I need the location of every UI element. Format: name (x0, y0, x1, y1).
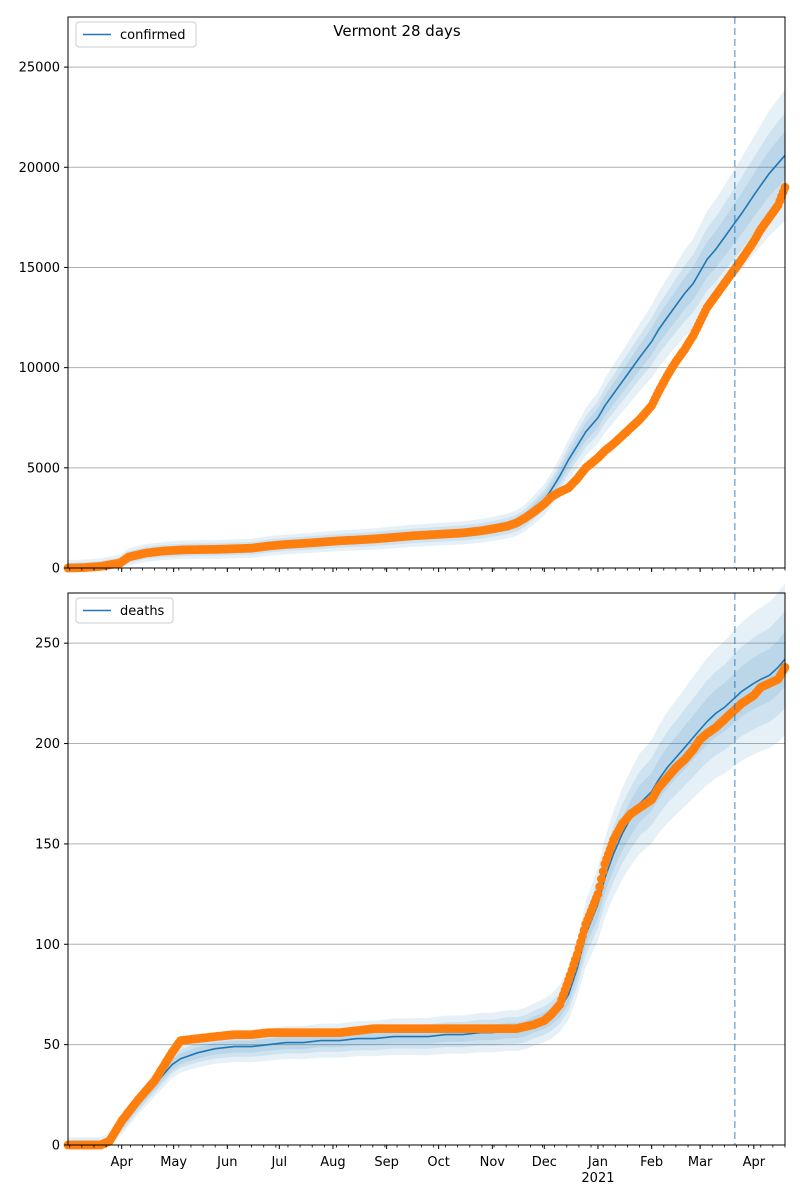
x-tick-label: Nov (480, 1155, 506, 1170)
y-tick-label: 25000 (19, 61, 60, 76)
y-tick-label: 10000 (19, 361, 60, 376)
x-tick-label: Jun (216, 1155, 237, 1170)
observed-series (63, 182, 790, 573)
plot-frame (67, 592, 786, 1146)
legend-label: confirmed (120, 28, 186, 43)
observed-point (593, 889, 603, 899)
observed-point (598, 867, 608, 876)
x-tick-label: Apr (110, 1155, 133, 1170)
uncertainty-band (68, 89, 785, 568)
y-tick-label: 150 (35, 837, 60, 852)
observed-series (63, 662, 790, 1150)
y-tick-label: 200 (35, 737, 60, 752)
x-tick-label: Oct (427, 1155, 449, 1170)
legend-box (75, 597, 174, 624)
y-tick-label: 15000 (19, 261, 60, 276)
y-tick-label: 50 (43, 1038, 60, 1053)
x-tick-label: Aug (320, 1155, 345, 1170)
uncertainty-band (68, 610, 785, 1145)
y-tick-label: 5000 (27, 461, 60, 476)
y-tick-label: 250 (35, 637, 60, 652)
chart-title: Vermont 28 days (333, 22, 461, 40)
plot-frame (67, 16, 786, 569)
x-year-label: 2021 (581, 1171, 614, 1186)
observed-point (595, 882, 605, 891)
legend: deaths (75, 597, 174, 624)
x-tick-label: Apr (743, 1155, 766, 1170)
legend: confirmed (75, 21, 197, 48)
confirmed-panel: 0 5000 10000 15000 20000 25000 confirmed (19, 16, 790, 577)
uncertainty-band (68, 631, 785, 1145)
y-tick-label: 20000 (19, 161, 60, 176)
x-tick-label: Sep (374, 1155, 399, 1170)
x-tick-label: Jul (270, 1155, 287, 1170)
legend-box (75, 21, 197, 48)
y-tick-label: 0 (52, 1139, 60, 1154)
uncertainty-band (68, 131, 785, 569)
y-tick-label: 100 (35, 938, 60, 953)
deaths-panel: 0 50 100 150 200 250 Apr May Jun Jul Aug Sep Oct Nov D… (35, 583, 790, 1186)
x-tick-label: Feb (640, 1155, 663, 1170)
x-tick-label: Mar (688, 1155, 713, 1170)
observed-point (597, 874, 606, 884)
legend-label: deaths (120, 604, 165, 619)
x-tick-label: Jan (587, 1155, 608, 1170)
x-tick-label: Dec (532, 1155, 557, 1170)
y-tick-label: 0 (52, 562, 60, 577)
x-tick-label: May (160, 1155, 187, 1170)
uncertainty-band (68, 112, 785, 569)
